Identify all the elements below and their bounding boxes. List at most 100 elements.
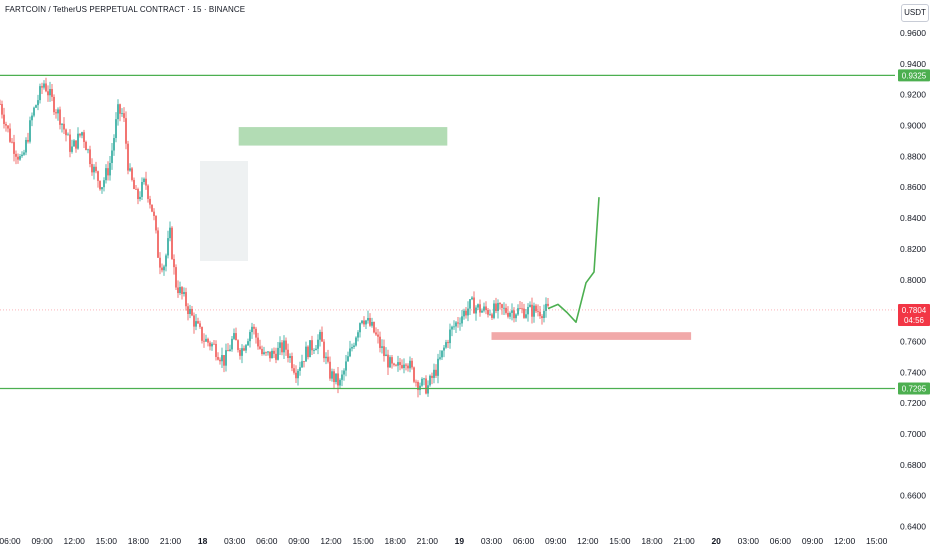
candle-body (221, 355, 223, 362)
x-tick-label: 03:00 (738, 536, 760, 546)
candle-body (39, 86, 41, 101)
y-tick-label: 0.6800 (900, 460, 926, 470)
y-axis: 0.9600 0.9400 0.9200 0.9000 0.8800 0.8600 0.84… (900, 28, 926, 532)
candle-body (315, 348, 317, 351)
candle-body (189, 308, 191, 315)
candle-body (449, 329, 451, 344)
candle-body (41, 86, 43, 88)
y-tick-label: 0.8000 (900, 275, 926, 285)
candle-body (47, 91, 49, 96)
candle-body (425, 378, 427, 394)
candle-body (431, 375, 433, 378)
candle-body (333, 371, 335, 382)
support-price-label: 0.7295 (902, 384, 927, 393)
x-tick-label: 09:00 (545, 536, 567, 546)
x-tick-label: 06:00 (0, 536, 21, 546)
candle-body (463, 310, 465, 317)
candle-body (167, 238, 169, 256)
candle-body (341, 374, 343, 380)
candle-body (367, 317, 369, 321)
candle-body (207, 338, 209, 343)
candle-body (19, 156, 21, 160)
projection-layer (547, 197, 600, 323)
candle-body (217, 356, 219, 360)
x-tick-label: 15:00 (96, 536, 118, 546)
candle-body (37, 100, 39, 106)
candle-body (337, 373, 339, 386)
candle-body (87, 149, 89, 151)
candle-body (521, 308, 523, 310)
candle-body (407, 365, 409, 369)
candle-body (75, 140, 77, 149)
candle-body (311, 340, 313, 351)
candle-body (171, 227, 173, 259)
candle-body (411, 360, 413, 368)
candle-body (79, 133, 81, 136)
candle-body (369, 317, 371, 326)
candle-body (331, 371, 333, 379)
x-tick-label: 21:00 (160, 536, 182, 546)
y-tick-label: 0.8600 (900, 182, 926, 192)
y-tick-label: 0.9400 (900, 59, 926, 69)
candle-body (101, 187, 103, 190)
candle-body (339, 379, 341, 386)
y-tick-label: 0.7000 (900, 429, 926, 439)
candle-body (133, 179, 135, 189)
candle-body (313, 350, 315, 351)
candle-body (265, 352, 267, 354)
candle-body (437, 358, 439, 376)
candle-body (283, 340, 285, 353)
candle-body (533, 305, 535, 317)
candle-body (321, 331, 323, 342)
candle-body (509, 312, 511, 317)
candle-body (17, 156, 19, 160)
x-tick-label: 03:00 (481, 536, 503, 546)
candle-body (281, 342, 283, 353)
candle-body (59, 109, 61, 125)
candle-body (529, 304, 531, 307)
candle-body (415, 381, 417, 383)
candle-body (71, 146, 73, 152)
candle-body (127, 143, 129, 171)
candle-body (253, 326, 255, 329)
x-tick-label: 12:00 (834, 536, 856, 546)
candle-body (523, 308, 525, 318)
candle-body (507, 312, 509, 317)
x-tick-label: 06:00 (256, 536, 278, 546)
candle-body (409, 360, 411, 369)
candle-body (329, 361, 331, 379)
candle-body (519, 308, 521, 309)
candle-body (317, 339, 319, 349)
candle-body (499, 303, 501, 305)
candle-body (479, 304, 481, 313)
candle-body (131, 168, 133, 180)
candle-body (445, 342, 447, 348)
candle-body (91, 164, 93, 173)
current-price-label: 0.7804 (902, 306, 927, 315)
candle-body (237, 340, 239, 350)
candle-body (35, 105, 37, 108)
zones-layer (200, 127, 692, 340)
x-tick-label: 20 (711, 536, 721, 546)
candle-body (543, 310, 545, 319)
candle-body (361, 320, 363, 324)
candle-body (53, 96, 55, 113)
candle-body (241, 348, 243, 356)
candle-body (475, 307, 477, 314)
candle-body (401, 365, 403, 369)
candle-body (353, 345, 355, 348)
candle-body (211, 343, 213, 347)
candle-body (85, 141, 87, 151)
candle-body (123, 113, 125, 119)
candle-body (403, 364, 405, 369)
x-tick-label: 18:00 (385, 536, 407, 546)
candle-body (143, 178, 145, 183)
candle-body (483, 306, 485, 311)
candle-body (145, 178, 147, 186)
candle-body (427, 385, 429, 394)
candle-body (399, 362, 401, 366)
candle-body (455, 322, 457, 327)
candle-body (397, 362, 399, 366)
currency-button[interactable]: USDT (901, 4, 929, 22)
